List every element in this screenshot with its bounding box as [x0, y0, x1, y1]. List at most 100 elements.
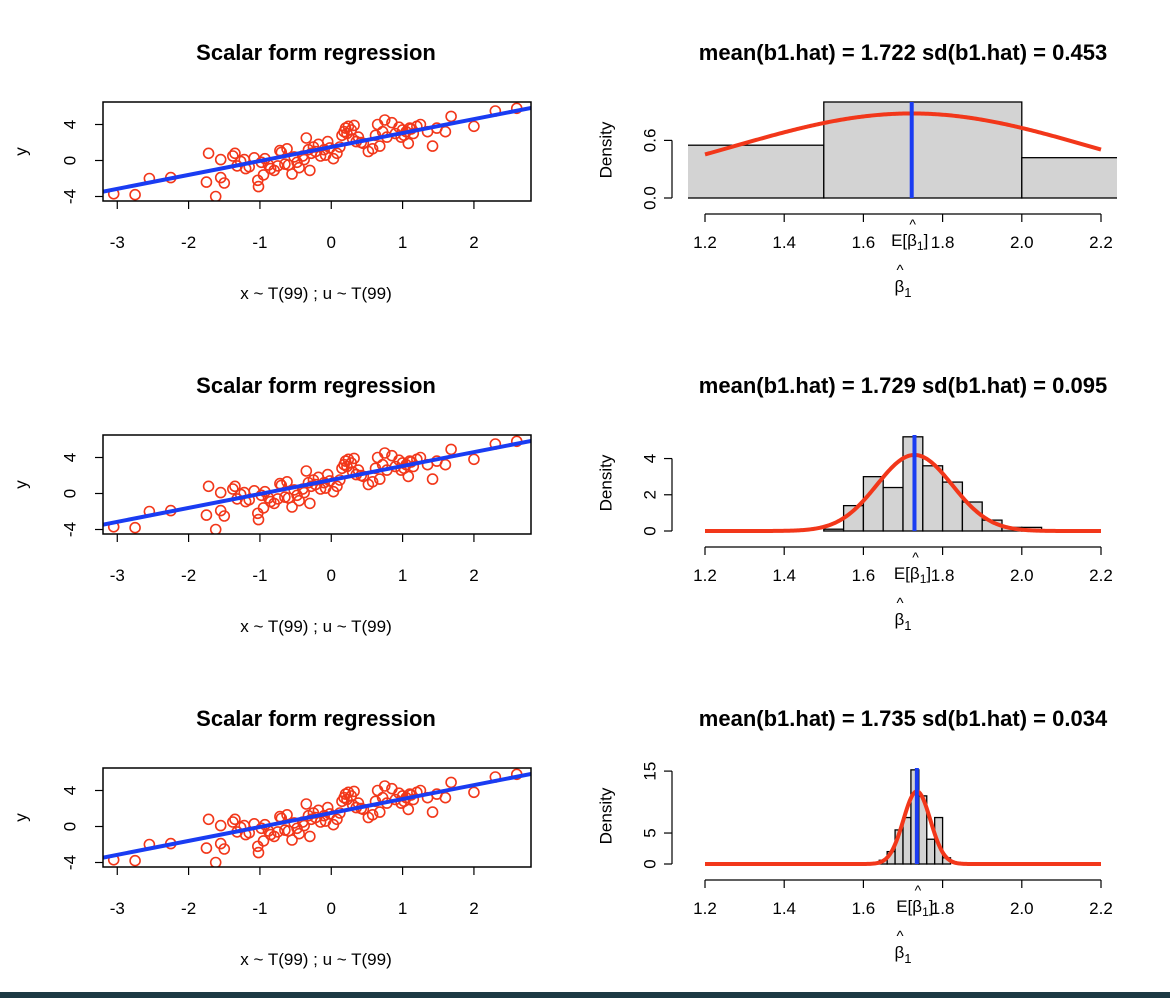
data-point [209, 190, 222, 201]
x-tick-label: -3 [110, 566, 125, 585]
plot-frame [102, 101, 532, 202]
histogram-panel: mean(b1.hat) = 1.735 sd(b1.hat) = 0.034 0… [596, 706, 1112, 966]
y-axis-label: Density [596, 787, 615, 844]
x-axis-label: β1 [894, 610, 911, 633]
y-tick-label: 0.6 [640, 129, 659, 153]
x-tick-label: 1.6 [852, 233, 876, 252]
data-point [331, 147, 343, 160]
y-tick-label: 0 [640, 859, 659, 868]
regression-line [103, 771, 531, 860]
data-point [378, 780, 391, 792]
x-tick-label: 0 [327, 566, 336, 585]
hat-accent: ^ [909, 216, 916, 232]
x-tick-label: 0 [327, 233, 336, 252]
x-tick-label: 1 [398, 899, 407, 918]
y-tick-label: 0 [640, 526, 659, 535]
x-tick-label: 0 [327, 899, 336, 918]
data-point [439, 458, 452, 471]
data-point [129, 188, 141, 201]
plot-area [103, 435, 531, 534]
x-tick-label: 2.0 [1010, 233, 1034, 252]
hat-accent: ^ [896, 928, 903, 945]
data-point [202, 480, 215, 493]
data-point [445, 443, 457, 456]
y-tick-label: 4 [60, 453, 79, 462]
regression-line [103, 438, 531, 527]
data-point [378, 114, 391, 126]
data-point [366, 475, 379, 488]
x-tick-label: 1.4 [772, 899, 796, 918]
data-point [402, 137, 415, 150]
plot-area [103, 102, 531, 201]
histogram-bar [926, 838, 936, 865]
data-point [200, 176, 213, 188]
x-axis-label: x ~ T(99) ; u ~ T(99) [240, 284, 392, 303]
histogram-bar [1021, 157, 1117, 199]
y-tick-label: -4 [60, 189, 79, 204]
x-tick-label: 2 [469, 899, 478, 918]
data-point [445, 110, 457, 123]
data-point [257, 502, 270, 514]
data-point [209, 523, 222, 534]
y-axis-label: Density [596, 121, 615, 178]
x-tick-label: 1.8 [931, 566, 955, 585]
x-axis-label: x ~ T(99) ; u ~ T(99) [240, 950, 392, 969]
data-point [200, 842, 213, 854]
x-tick-label: 1.2 [693, 233, 717, 252]
x-tick-label: 1.2 [693, 899, 717, 918]
histogram-bar [882, 486, 904, 532]
y-tick-label: -4 [60, 855, 79, 870]
histogram-bar [941, 481, 964, 532]
plot-frame [102, 767, 532, 868]
x-tick-label: -1 [252, 899, 267, 918]
x-tick-label: 2 [469, 233, 478, 252]
x-tick-label: 1.8 [931, 899, 955, 918]
data-point [229, 480, 241, 493]
x-tick-label: 1 [398, 233, 407, 252]
data-point [426, 806, 439, 818]
x-tick-label: -1 [252, 233, 267, 252]
data-point [252, 846, 265, 859]
data-point [257, 835, 270, 847]
x-tick-label: 2.0 [1010, 899, 1034, 918]
data-point [439, 791, 452, 804]
data-point [304, 830, 316, 843]
data-point [298, 819, 310, 832]
data-point [218, 843, 231, 855]
density-curve [705, 789, 1101, 866]
data-point [468, 786, 480, 799]
data-point [331, 480, 343, 493]
data-point [229, 813, 241, 826]
plot-title: Scalar form regression [196, 373, 436, 398]
data-point [293, 827, 305, 840]
data-point [286, 168, 298, 180]
data-point [366, 143, 379, 155]
data-point [202, 813, 215, 826]
data-point [291, 489, 303, 502]
mean-marker-label: E[β1] [894, 564, 931, 586]
y-axis-label: y [11, 147, 30, 156]
density-curve [704, 111, 1102, 157]
y-tick-label: 15 [640, 762, 659, 781]
x-tick-label: 1.4 [772, 566, 796, 585]
y-tick-label: 4 [60, 120, 79, 129]
plot-area [705, 436, 1101, 533]
y-tick-label: 0 [60, 822, 79, 831]
data-point [286, 501, 298, 513]
x-tick-label: -3 [110, 233, 125, 252]
data-point [304, 164, 316, 177]
data-point [252, 180, 265, 193]
data-point [426, 140, 439, 152]
data-point [252, 513, 265, 526]
scatter-panel: Scalar form regression -3 -2 -1 0 1 2 -4 0 4 x ~ T… [11, 706, 532, 969]
data-point [348, 785, 360, 798]
plot-title: Scalar form regression [196, 40, 436, 65]
data-point [331, 813, 343, 826]
y-tick-label: 5 [640, 828, 659, 837]
plot-area [103, 768, 531, 867]
data-point [342, 453, 355, 466]
data-point [304, 497, 316, 510]
y-axis-label: y [11, 813, 30, 822]
mean-marker-label: E[β1] [896, 897, 933, 919]
